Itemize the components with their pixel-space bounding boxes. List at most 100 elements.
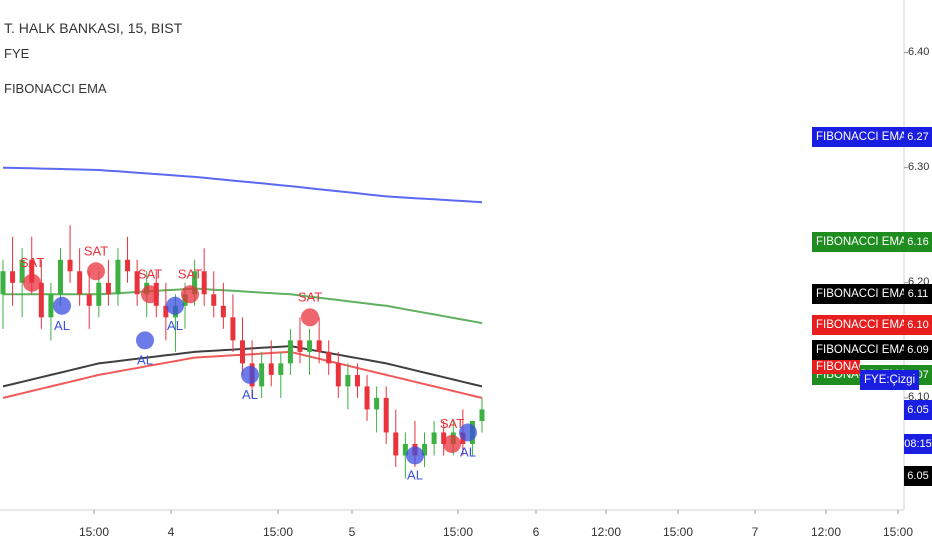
sell-signal-label: SAT [440, 416, 464, 431]
buy-signal-label: AL [54, 318, 70, 333]
x-tick-label: 15:00 [262, 525, 294, 539]
price-axis-tag: 6.11 [904, 284, 932, 304]
indicator-label-fibonacci-ema[interactable]: FIBONACCI EMA [4, 81, 107, 96]
candle [441, 432, 447, 444]
buy-signal-label: AL [167, 318, 183, 333]
candle [134, 271, 140, 295]
candle [230, 317, 236, 341]
buy-signal-label: AL [460, 444, 476, 459]
candle [77, 271, 83, 295]
candle [105, 282, 111, 295]
indicator-label-fye[interactable]: FYE [4, 46, 30, 61]
price-axis-tag: 6.10 [904, 315, 932, 335]
candle [402, 443, 408, 456]
ema-line-green [3, 287, 483, 325]
candle [479, 409, 485, 421]
candle [163, 305, 169, 318]
x-tick-label: 5 [348, 525, 356, 539]
price-axis-tag: 6.05 [904, 400, 932, 420]
buy-signal-marker [166, 296, 184, 315]
sell-signal-label: SAT [138, 266, 162, 281]
candle [0, 271, 6, 295]
sell-signal-marker [87, 262, 105, 281]
x-tick-label: 15:00 [662, 525, 694, 539]
candle [393, 432, 399, 456]
candle [192, 271, 198, 295]
price-axis-tag: 6.05 [904, 466, 932, 486]
x-tick-label: 6 [532, 525, 540, 539]
candle [335, 363, 341, 387]
sell-signal-label: SAT [178, 266, 202, 281]
candle [86, 294, 92, 306]
candle [422, 443, 428, 456]
candle [220, 305, 226, 318]
candle [316, 340, 322, 352]
buy-signal-marker [406, 446, 424, 465]
buy-signal-marker [136, 331, 154, 350]
y-tick-label: 6.10 [908, 390, 930, 403]
sell-signal-marker [443, 434, 461, 453]
candle [115, 259, 121, 295]
buy-signal-label: AL [242, 387, 258, 402]
candle [201, 271, 207, 295]
overlapped-price-tag: FIBONACCI EMA:Plot [812, 360, 860, 374]
candle [287, 340, 293, 364]
sell-signal-marker [181, 285, 199, 304]
price-axis-tag: 08:15 [904, 434, 932, 454]
candle [211, 294, 217, 306]
candle [240, 340, 245, 364]
candle [307, 340, 313, 352]
ema-line-blue [2, 166, 483, 204]
sell-signal-marker [23, 273, 41, 292]
indicator-price-tag-label: FYE:Çizgi [860, 370, 920, 390]
candle [354, 374, 360, 387]
indicator-price-tag-label: FIBONACCI EMA:Plot [812, 340, 932, 360]
candle [431, 432, 437, 444]
indicator-price-tag-label: FIBONACCI EMA:Plot [812, 315, 932, 335]
candle [345, 374, 351, 387]
indicator-price-tag-label: FIBONACCI EMA:Plot [812, 127, 932, 147]
candle [96, 282, 102, 306]
chart-title: T. HALK BANKASI, 15, BIST [4, 20, 183, 36]
buy-signal-marker [459, 423, 477, 442]
x-tick-label: 15:00 [442, 525, 474, 539]
sell-signal-marker [141, 285, 159, 304]
x-tick-label: 4 [167, 525, 175, 539]
x-tick-label: 15:00 [882, 525, 914, 539]
y-tick-label: 6.40 [908, 45, 930, 58]
indicator-price-tag-label: FIBONACCI EMA:Plot [812, 232, 932, 252]
buy-signal-marker [241, 365, 259, 384]
sell-signal-marker [301, 308, 319, 327]
candle [19, 259, 25, 283]
price-axis-tag: 6.16 [904, 232, 932, 252]
candle [326, 351, 332, 364]
candle [383, 397, 389, 433]
candle [374, 397, 380, 410]
x-tick-label: 15:00 [78, 525, 110, 539]
sell-signal-label: SAT [298, 289, 322, 304]
candle [57, 259, 63, 295]
candle [364, 386, 370, 410]
buy-signal-label: AL [137, 352, 153, 367]
x-tick-label: 12:00 [590, 525, 622, 539]
price-axis-tag: 6.09 [904, 340, 932, 360]
buy-signal-marker [53, 296, 71, 315]
candle [259, 363, 265, 387]
candle [10, 271, 16, 283]
candle [67, 259, 73, 272]
buy-signal-label: AL [407, 467, 423, 482]
candle [38, 282, 44, 318]
candle [48, 294, 54, 318]
x-tick-label: 12:00 [810, 525, 842, 539]
price-axis-tag: 6.27 [904, 127, 932, 147]
candle [125, 259, 131, 272]
candle [297, 340, 303, 352]
candle [29, 259, 35, 283]
sell-signal-label: SAT [20, 255, 44, 270]
candle [278, 363, 284, 375]
y-tick-label: 6.30 [908, 160, 930, 173]
sell-signal-label: SAT [84, 243, 108, 258]
x-tick-label: 7 [751, 525, 759, 539]
candle [268, 363, 274, 375]
